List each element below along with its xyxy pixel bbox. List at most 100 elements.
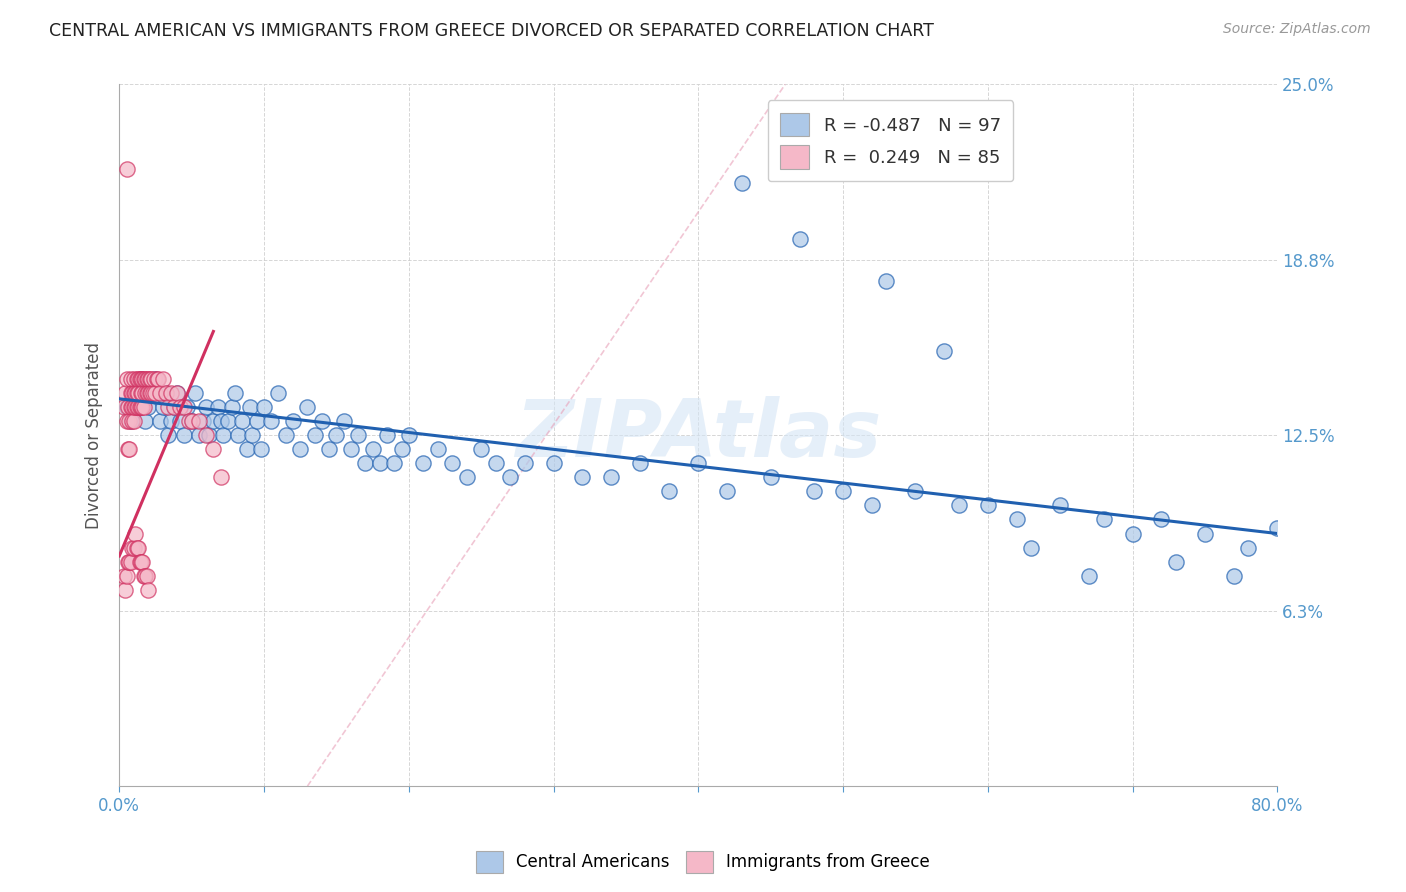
Point bbox=[139, 386, 162, 401]
Point bbox=[115, 568, 138, 582]
Point bbox=[157, 401, 180, 415]
Point bbox=[832, 484, 855, 499]
Point bbox=[114, 386, 136, 401]
Point bbox=[136, 401, 159, 415]
Point bbox=[221, 401, 243, 415]
Point bbox=[1092, 512, 1115, 526]
Point bbox=[128, 372, 150, 386]
Point bbox=[875, 274, 897, 288]
Point bbox=[904, 484, 927, 499]
Point bbox=[354, 456, 377, 470]
Point bbox=[412, 456, 434, 470]
Point bbox=[115, 372, 138, 386]
Point bbox=[136, 582, 159, 597]
Point bbox=[198, 428, 221, 442]
Legend: Central Americans, Immigrants from Greece: Central Americans, Immigrants from Greec… bbox=[470, 845, 936, 880]
Point bbox=[177, 414, 200, 428]
Point bbox=[135, 372, 157, 386]
Point bbox=[212, 428, 235, 442]
Point bbox=[332, 414, 354, 428]
Point bbox=[948, 499, 970, 513]
Point bbox=[134, 568, 156, 582]
Point bbox=[117, 442, 139, 457]
Point bbox=[148, 372, 170, 386]
Point bbox=[124, 526, 146, 541]
Point bbox=[246, 414, 269, 428]
Point bbox=[160, 414, 183, 428]
Point bbox=[231, 414, 253, 428]
Point bbox=[297, 401, 319, 415]
Point bbox=[125, 372, 148, 386]
Point bbox=[731, 176, 754, 190]
Point bbox=[304, 428, 326, 442]
Point bbox=[267, 386, 290, 401]
Point bbox=[318, 442, 340, 457]
Point bbox=[127, 401, 149, 415]
Point bbox=[131, 386, 153, 401]
Point bbox=[759, 470, 782, 484]
Point bbox=[209, 470, 232, 484]
Point bbox=[118, 442, 141, 457]
Point bbox=[169, 401, 191, 415]
Point bbox=[146, 372, 169, 386]
Point bbox=[134, 372, 156, 386]
Point bbox=[120, 386, 142, 401]
Point bbox=[132, 568, 155, 582]
Point bbox=[112, 401, 135, 415]
Point bbox=[470, 442, 492, 457]
Point bbox=[499, 470, 522, 484]
Point bbox=[173, 428, 195, 442]
Point bbox=[145, 372, 167, 386]
Point bbox=[149, 386, 172, 401]
Point bbox=[1150, 512, 1173, 526]
Point bbox=[152, 401, 174, 415]
Point bbox=[122, 414, 145, 428]
Point bbox=[122, 541, 145, 555]
Point bbox=[658, 484, 681, 499]
Point bbox=[1223, 568, 1246, 582]
Point bbox=[543, 456, 565, 470]
Point bbox=[368, 456, 391, 470]
Point bbox=[134, 386, 156, 401]
Point bbox=[128, 401, 150, 415]
Point bbox=[513, 456, 536, 470]
Point bbox=[138, 386, 160, 401]
Point bbox=[163, 401, 186, 415]
Point bbox=[166, 386, 188, 401]
Point bbox=[242, 428, 264, 442]
Point bbox=[224, 386, 246, 401]
Point bbox=[441, 456, 464, 470]
Point bbox=[129, 372, 152, 386]
Point bbox=[716, 484, 738, 499]
Point bbox=[143, 372, 166, 386]
Point bbox=[121, 414, 143, 428]
Point bbox=[125, 401, 148, 415]
Point bbox=[112, 568, 135, 582]
Point bbox=[1237, 541, 1260, 555]
Point bbox=[253, 401, 276, 415]
Point bbox=[145, 386, 167, 401]
Point bbox=[274, 428, 297, 442]
Point bbox=[139, 386, 162, 401]
Point bbox=[149, 414, 172, 428]
Point bbox=[120, 401, 142, 415]
Point bbox=[122, 386, 145, 401]
Point bbox=[142, 386, 165, 401]
Point bbox=[152, 372, 174, 386]
Point bbox=[124, 386, 146, 401]
Point bbox=[173, 401, 195, 415]
Point bbox=[202, 414, 225, 428]
Point bbox=[934, 344, 956, 359]
Point bbox=[176, 401, 198, 415]
Point bbox=[209, 414, 232, 428]
Legend: R = -0.487   N = 97, R =  0.249   N = 85: R = -0.487 N = 97, R = 0.249 N = 85 bbox=[768, 101, 1014, 181]
Point bbox=[193, 414, 215, 428]
Point bbox=[125, 386, 148, 401]
Point bbox=[183, 386, 205, 401]
Point bbox=[977, 499, 1000, 513]
Point bbox=[132, 401, 155, 415]
Point bbox=[195, 401, 218, 415]
Point bbox=[250, 442, 273, 457]
Point bbox=[1049, 499, 1071, 513]
Point bbox=[361, 442, 384, 457]
